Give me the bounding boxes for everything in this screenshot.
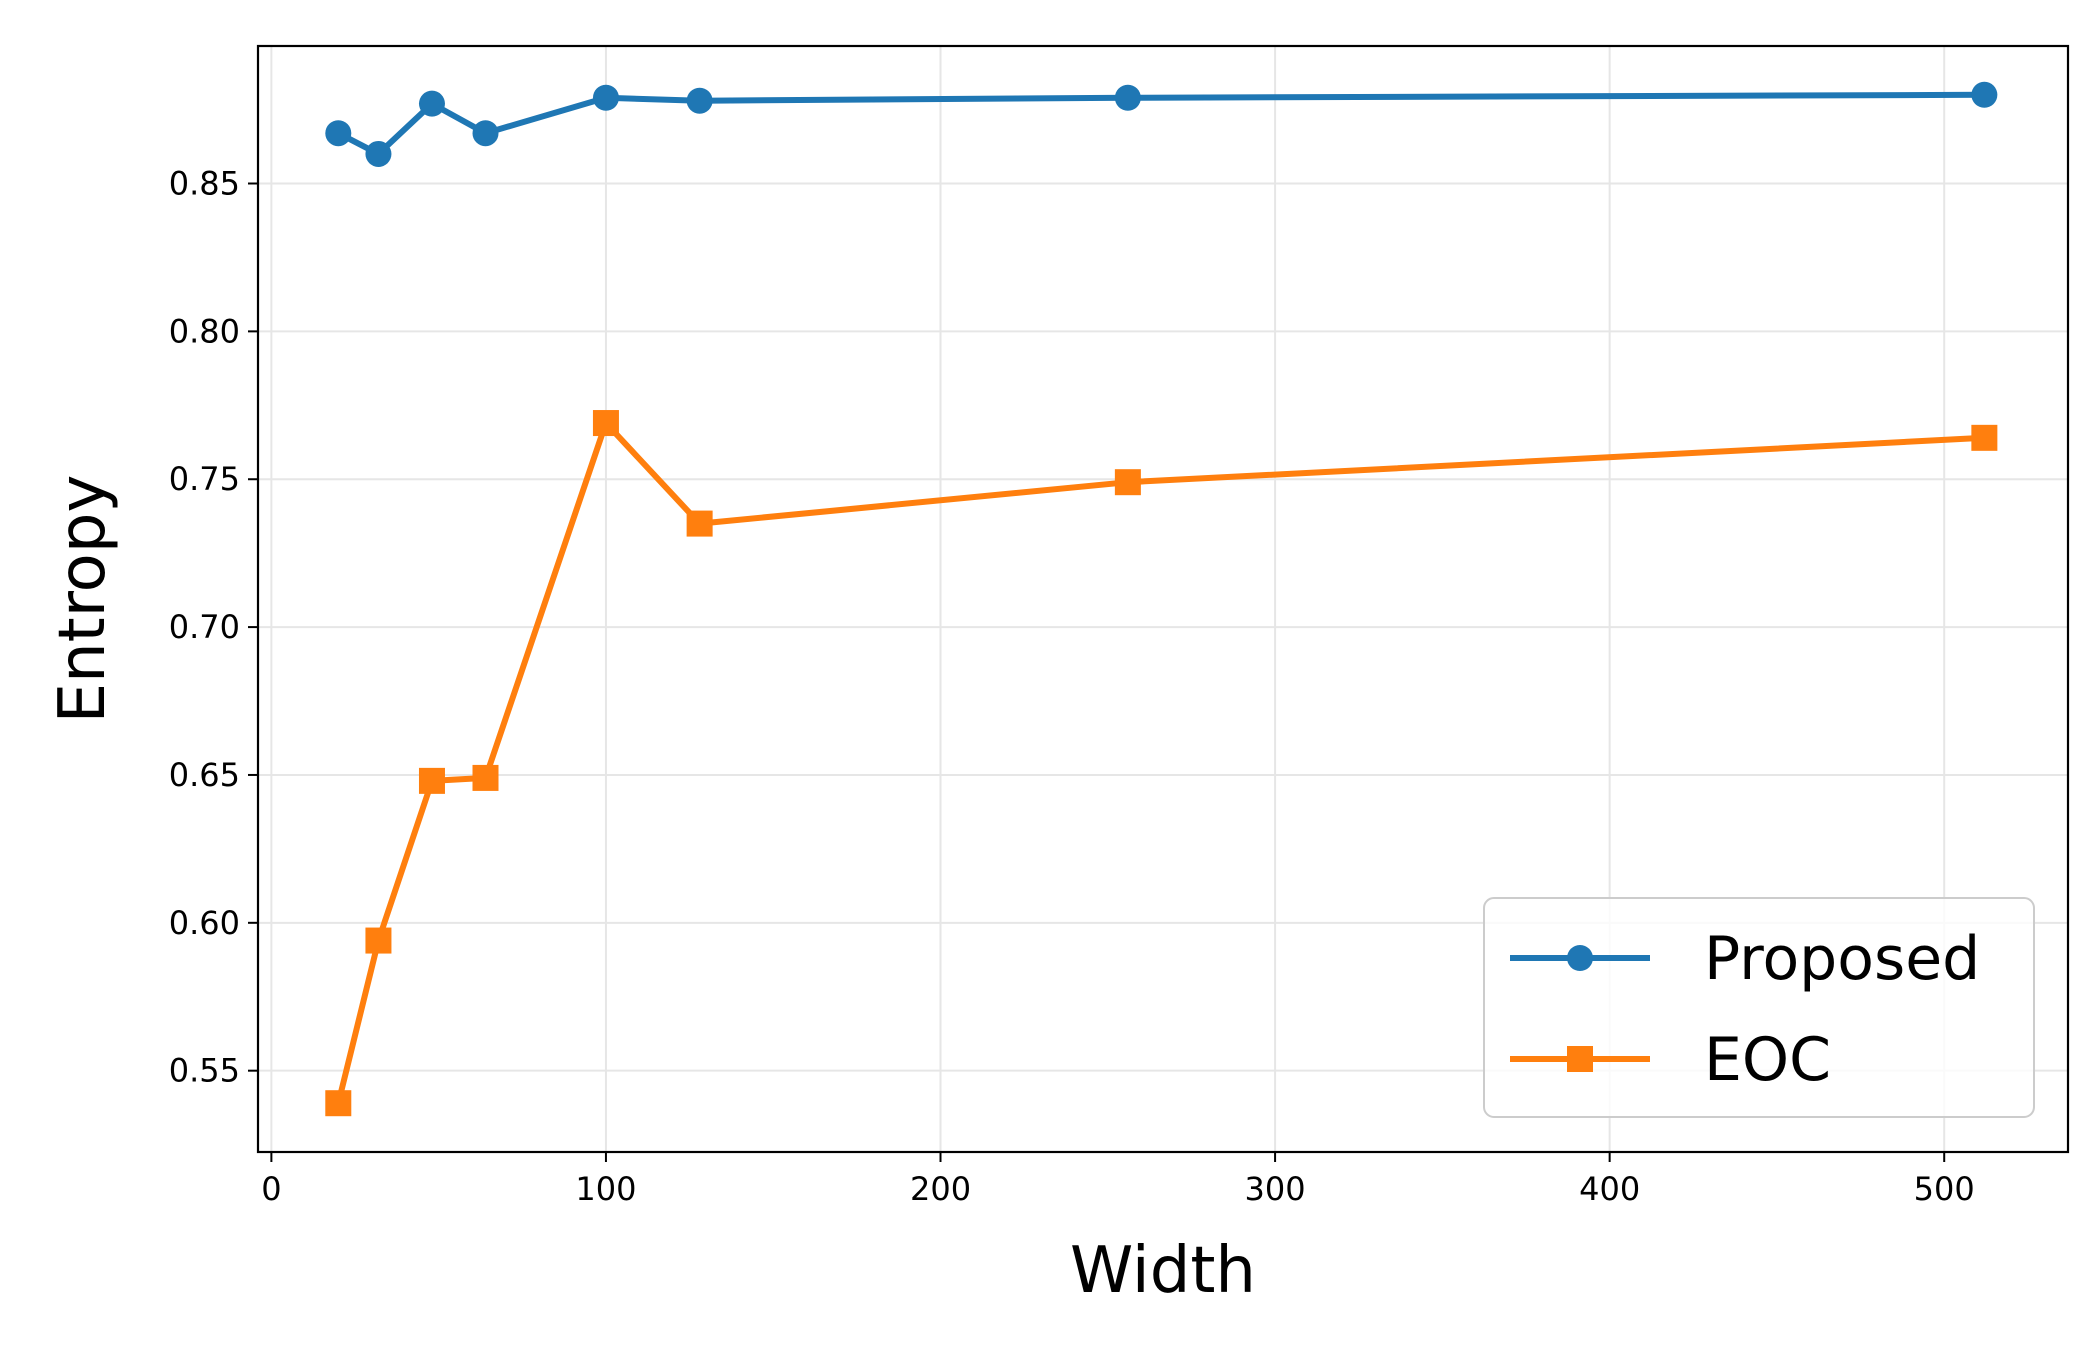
data-point <box>418 90 445 117</box>
data-point <box>365 140 392 167</box>
series-eoc <box>325 410 1998 1117</box>
data-point <box>592 410 619 437</box>
legend-box <box>1483 897 2035 1118</box>
data-point <box>472 764 499 791</box>
data-point <box>1114 84 1141 111</box>
data-point <box>686 510 713 537</box>
y-tick-label: 0.70 <box>169 608 240 646</box>
x-tick-label: 0 <box>261 1170 281 1208</box>
data-point <box>325 1090 352 1117</box>
legend-label: Proposed <box>1704 924 1980 994</box>
data-point <box>472 120 499 147</box>
x-tick-label: 300 <box>1245 1170 1306 1208</box>
legend-item-eoc: EOC <box>1510 1025 1831 1095</box>
y-tick-label: 0.80 <box>169 312 240 350</box>
x-tick-label: 500 <box>1914 1170 1975 1208</box>
series-line <box>335 91 1988 157</box>
data-point <box>418 767 445 794</box>
data-point <box>325 120 352 147</box>
x-axis-title: Width <box>1070 1234 1256 1308</box>
data-point <box>1114 469 1141 496</box>
data-point <box>365 927 392 954</box>
x-tick-label: 100 <box>575 1170 636 1208</box>
y-tick-label: 0.55 <box>169 1052 240 1090</box>
x-tick-label: 200 <box>910 1170 971 1208</box>
legend-marker <box>1567 945 1593 971</box>
y-tick-label: 0.65 <box>169 756 240 794</box>
legend-item-proposed: Proposed <box>1510 924 1980 994</box>
data-point <box>592 84 619 111</box>
series-line <box>335 420 1988 1107</box>
y-tick-label: 0.60 <box>169 904 240 942</box>
data-point <box>686 87 713 114</box>
grid-lines <box>258 46 2068 1152</box>
legend: Proposed EOC <box>1483 897 2035 1118</box>
data-point <box>1971 424 1998 451</box>
x-tick-label: 400 <box>1579 1170 1640 1208</box>
y-axis-title: Entropy <box>46 475 120 724</box>
legend-marker <box>1567 1046 1593 1072</box>
plot-frame <box>256 44 2070 1154</box>
data-point <box>1971 81 1998 108</box>
series-proposed <box>325 81 1998 167</box>
series-layer <box>325 81 1998 1117</box>
y-tick-label: 0.75 <box>169 460 240 498</box>
y-tick-label: 0.85 <box>169 165 240 203</box>
axis-ticks: 0 100 200 300 400 500 0.55 0.60 0.65 0.70 0.75 0.80… <box>169 165 1975 1208</box>
legend-label: EOC <box>1704 1025 1831 1095</box>
